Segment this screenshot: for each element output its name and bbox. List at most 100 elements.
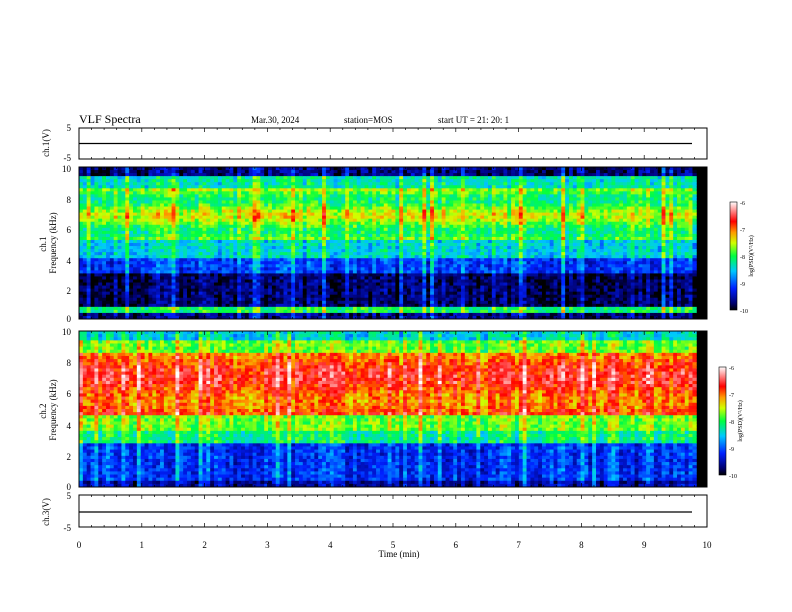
- spectrogram-cell: [237, 267, 242, 271]
- spectrogram-cell: [283, 191, 288, 195]
- spectrogram-cell: [167, 194, 172, 198]
- spectrogram-cell: [156, 264, 161, 268]
- spectrogram-cell: [376, 252, 381, 256]
- spectrogram-cell: [248, 276, 254, 280]
- spectrogram-cell: [314, 267, 319, 271]
- spectrogram-cell: [437, 197, 443, 201]
- spectrogram-cell: [306, 170, 311, 174]
- spectrogram-cell: [86, 243, 91, 247]
- spectrogram-cell: [86, 197, 91, 201]
- spectrogram-cell: [260, 200, 265, 204]
- spectrogram-cell: [244, 203, 250, 207]
- spectrogram-cell: [179, 203, 184, 207]
- spectrogram-cell: [356, 306, 362, 311]
- spectrogram-cell: [252, 176, 257, 180]
- spectrogram-cell: [329, 191, 335, 195]
- spectrogram-cell: [271, 239, 277, 244]
- spectrogram-cell: [225, 252, 230, 256]
- spectrogram-cell: [256, 203, 261, 207]
- spectrogram-cell: [318, 279, 323, 283]
- spectrogram-cell: [337, 173, 342, 177]
- spectrogram-cell: [329, 194, 335, 198]
- spectrogram-cell: [206, 191, 211, 195]
- spectrogram-cell: [152, 239, 157, 244]
- spectrogram-cell: [163, 276, 169, 280]
- spectrogram-cell: [325, 215, 331, 220]
- spectrogram-cell: [109, 224, 115, 229]
- spectrogram-cell: [217, 246, 223, 250]
- spectrogram-cell: [264, 252, 269, 256]
- spectrogram-cell: [183, 167, 188, 171]
- spectrogram-cell: [403, 267, 408, 271]
- spectrogram-cell: [295, 255, 300, 259]
- spectrogram-cell: [244, 288, 250, 293]
- spectrogram-cell: [437, 285, 443, 289]
- spectrogram-cell: [133, 300, 138, 305]
- spectrogram-cell: [449, 227, 454, 232]
- spectrogram-cell: [117, 239, 122, 244]
- spectrogram-cell: [422, 224, 427, 229]
- spectrogram-cell: [136, 197, 142, 201]
- spectrogram-cell: [372, 288, 377, 293]
- spectrogram-cell: [306, 194, 311, 198]
- spectrogram-cell: [90, 252, 95, 256]
- spectrogram-cell: [418, 315, 423, 319]
- spectrogram-cell: [152, 194, 157, 198]
- spectrogram-cell: [279, 315, 284, 319]
- spectrogram-cell: [383, 246, 389, 250]
- spectrogram-cell: [225, 212, 230, 217]
- spectrogram-cell: [325, 288, 331, 293]
- spectrogram-cell: [260, 285, 265, 289]
- spectrogram-cell: [406, 291, 412, 296]
- spectrogram-cell: [433, 218, 439, 223]
- spectrogram-cell: [426, 252, 431, 256]
- spectrogram-cell: [445, 197, 450, 201]
- spectrogram-cell: [410, 194, 416, 198]
- spectrogram-cell: [171, 233, 176, 238]
- spectrogram-cell: [271, 230, 277, 235]
- spectrogram-cell: [302, 297, 308, 302]
- spectrogram-cell: [352, 218, 358, 223]
- spectrogram-cell: [187, 209, 192, 213]
- spectrogram-cell: [310, 230, 315, 235]
- spectrogram-cell: [333, 258, 338, 262]
- spectrogram-cell: [387, 182, 392, 186]
- spectrogram-cell: [445, 264, 450, 268]
- spectrogram-cell: [202, 294, 207, 299]
- spectrogram-cell: [453, 239, 458, 244]
- spectrogram-cell: [345, 273, 350, 277]
- spectrogram-cell: [233, 173, 238, 177]
- spectrogram-cell: [129, 206, 134, 210]
- spectrogram-cell: [210, 270, 215, 274]
- spectrogram-cell: [341, 261, 346, 265]
- spectrogram-cell: [244, 170, 250, 174]
- spectrogram-cell: [441, 276, 446, 280]
- spectrogram-cell: [422, 206, 427, 210]
- spectrogram-cell: [113, 261, 118, 265]
- spectrogram-cell: [372, 233, 377, 238]
- spectrogram-cell: [271, 197, 277, 201]
- spectrogram-cell: [403, 212, 408, 217]
- spectrogram-cell: [283, 297, 288, 302]
- spectrogram-cell: [271, 215, 277, 220]
- spectrogram-cell: [82, 224, 88, 229]
- spectrogram-cell: [453, 233, 458, 238]
- spectrogram-cell: [98, 300, 103, 305]
- spectrogram-cell: [383, 255, 389, 259]
- spectrogram-cell: [368, 264, 373, 268]
- spectrogram-cell: [430, 252, 435, 256]
- spectrogram-cell: [210, 191, 215, 195]
- spectrogram-cell: [225, 300, 230, 305]
- spectrogram-cell: [102, 215, 107, 220]
- spectrogram-cell: [214, 209, 219, 213]
- spectrogram-cell: [422, 233, 427, 238]
- spectrogram-cell: [160, 227, 165, 232]
- spectrogram-cell: [403, 233, 408, 238]
- spectrogram-cell: [163, 197, 169, 201]
- spectrogram-cell: [194, 239, 200, 244]
- spectrogram-cell: [237, 173, 242, 177]
- spectrogram-cell: [156, 300, 161, 305]
- spectrogram-cell: [275, 243, 281, 247]
- spectrogram-cell: [163, 288, 169, 293]
- spectrogram-cell: [152, 197, 157, 201]
